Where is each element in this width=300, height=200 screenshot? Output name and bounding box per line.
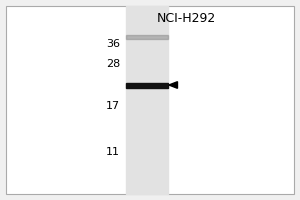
Text: 17: 17 xyxy=(106,101,120,111)
Text: 28: 28 xyxy=(106,59,120,69)
Text: NCI-H292: NCI-H292 xyxy=(156,11,216,24)
Text: 36: 36 xyxy=(106,39,120,49)
Bar xyxy=(126,35,168,39)
Bar xyxy=(126,6,168,194)
FancyBboxPatch shape xyxy=(6,6,294,194)
Polygon shape xyxy=(169,82,178,88)
Text: 11: 11 xyxy=(106,147,120,157)
Bar xyxy=(126,82,168,88)
